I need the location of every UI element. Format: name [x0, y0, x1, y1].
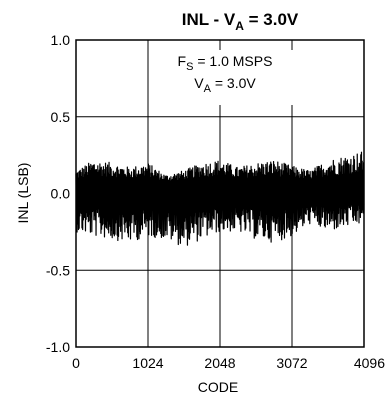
y-tick-label: 1.0 [51, 32, 71, 48]
annotation-box: FS = 1.0 MSPS VA = 3.0V [155, 50, 295, 105]
x-tick-label: 3072 [276, 355, 307, 371]
annotation-sample-rate: FS = 1.0 MSPS [178, 53, 273, 73]
x-tick-label: 4096 [354, 355, 385, 371]
annotation-background [155, 50, 295, 105]
x-axis-label: CODE [198, 379, 238, 395]
x-tick-label: 0 [72, 355, 80, 371]
x-tick-labels: 0 1024 2048 3072 4096 [72, 355, 385, 371]
y-tick-label: -1.0 [46, 339, 70, 355]
chart-title: INL - VA = 3.0V [182, 10, 299, 33]
y-tick-label: 0.5 [51, 109, 71, 125]
y-tick-label: 0.0 [51, 186, 71, 202]
annotation-supply-voltage: VA = 3.0V [194, 75, 256, 95]
x-tick-label: 2048 [204, 355, 235, 371]
y-tick-label: -0.5 [46, 262, 70, 278]
plot-frame [75, 39, 365, 348]
x-tick-label: 1024 [132, 355, 163, 371]
y-axis-label: INL (LSB) [15, 163, 31, 224]
inl-series-line [75, 151, 365, 246]
y-tick-labels: 1.0 0.5 0.0 -0.5 -1.0 [46, 32, 70, 355]
